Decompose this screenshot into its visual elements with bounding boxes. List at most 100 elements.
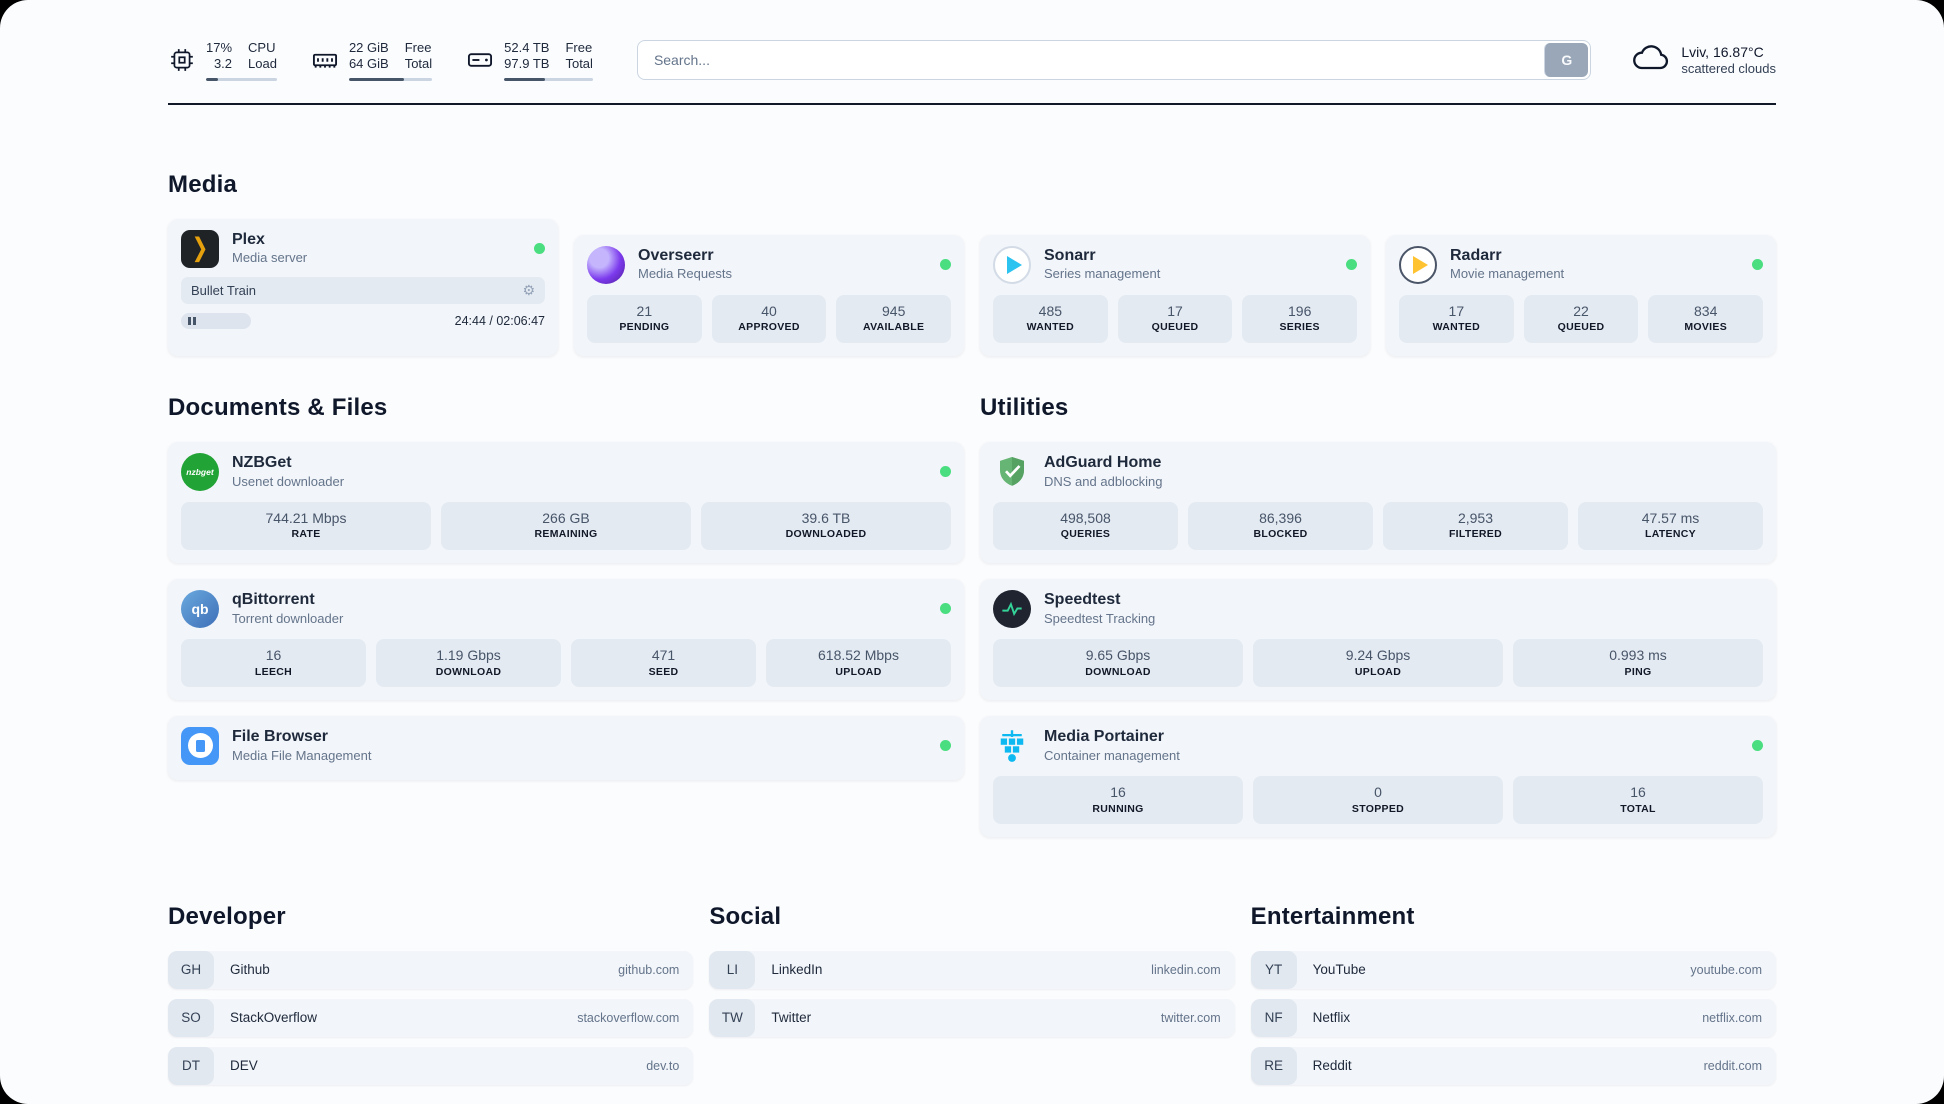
bookmark-abbr: LI (709, 950, 756, 989)
player-controls: 24:44 / 02:06:47 (181, 312, 545, 330)
bookmark-dev[interactable]: DT DEV dev.to (168, 1046, 694, 1085)
status-dot (1752, 259, 1763, 270)
bookmark-name: Reddit (1312, 1058, 1352, 1074)
service-name: Media Portainer (1044, 727, 1165, 745)
stat-approved: 40 APPROVED (711, 294, 827, 343)
disk-widget: 52.4 TB 97.9 TB Free Total (466, 40, 593, 81)
disk-labels: Free Total (565, 40, 593, 72)
service-description: DNS and adblocking (1044, 473, 1163, 489)
bookmark-group-entertainment: Entertainment YT YouTube youtube.com NF … (1250, 903, 1776, 1095)
service-card-filebrowser[interactable]: File Browser Media File Management (168, 715, 964, 780)
service-card-qbittorrent[interactable]: qb qBittorrent Torrent downloader 16 LEEC… (168, 578, 964, 700)
resource-widgets: 17% 3.2 CPU Load (168, 40, 593, 81)
bookmark-reddit[interactable]: RE Reddit reddit.com (1250, 1046, 1776, 1085)
status-dot (940, 603, 951, 615)
search-input[interactable] (637, 41, 1543, 80)
stat-total: 16 TOTAL (1513, 775, 1763, 824)
stat-queued: 22 QUEUED (1523, 294, 1639, 343)
bookmark-twitter[interactable]: TW Twitter twitter.com (709, 998, 1235, 1037)
bookmark-name: Netflix (1312, 1010, 1351, 1026)
bookmark-name: YouTube (1312, 962, 1366, 978)
service-name: AdGuard Home (1044, 453, 1162, 471)
service-description: Media File Management (232, 747, 372, 763)
stat-downloaded: 39.6 TB DOWNLOADED (701, 501, 951, 550)
service-name: Overseerr (638, 246, 714, 264)
stat-running: 16 RUNNING (993, 775, 1243, 824)
service-description: Speedtest Tracking (1044, 610, 1156, 626)
stat-pending: 21 PENDING (587, 294, 702, 343)
service-description: Torrent downloader (232, 610, 344, 626)
bookmark-youtube[interactable]: YT YouTube youtube.com (1250, 950, 1776, 989)
service-card-radarr[interactable]: Radarr Movie management 17 WANTED 22 QUEUE… (1386, 234, 1776, 356)
section-title-media: Media (168, 170, 238, 198)
stat-seed: 471 SEED (571, 638, 756, 687)
service-card-speedtest[interactable]: Speedtest Speedtest Tracking 9.65 Gbps DO… (980, 578, 1776, 700)
bookmark-domain: reddit.com (1703, 1058, 1762, 1073)
memory-icon (311, 46, 339, 74)
bookmark-linkedin[interactable]: LI LinkedIn linkedin.com (709, 950, 1235, 989)
disk-usage-bar (504, 77, 593, 81)
portainer-icon (993, 727, 1031, 765)
section-title-developer: Developer (168, 902, 286, 930)
memory-usage-bar (348, 77, 433, 81)
bookmark-domain: dev.to (646, 1058, 680, 1073)
search-bar: G (636, 40, 1592, 81)
memory-values: 22 GiB 64 GiB (348, 40, 389, 72)
service-description: Media server (232, 250, 308, 266)
plex-icon: ❯ (181, 229, 219, 268)
memory-widget: 22 GiB 64 GiB Free Total (311, 40, 433, 81)
filebrowser-icon (181, 726, 219, 765)
service-card-portainer[interactable]: Media Portainer Container management 16 R… (980, 715, 1776, 837)
stat-download: 1.19 Gbps DOWNLOAD (376, 638, 561, 687)
gear-icon[interactable]: ⚙ (522, 281, 535, 298)
now-playing-title: Bullet Train (191, 282, 257, 298)
bookmark-name: Twitter (771, 1010, 812, 1026)
radarr-icon (1399, 245, 1437, 284)
bookmark-abbr: GH (168, 950, 214, 989)
pause-button[interactable] (181, 312, 251, 330)
bookmark-github[interactable]: GH Github github.com (168, 950, 694, 989)
bookmark-domain: linkedin.com (1151, 962, 1221, 977)
adguard-icon (993, 453, 1031, 491)
weather-widget: Lviv, 16.87°C scattered clouds (1631, 43, 1776, 78)
service-card-overseerr[interactable]: Overseerr Media Requests 21 PENDING 40 APP… (574, 234, 964, 356)
bookmark-abbr: TW (709, 998, 756, 1037)
bookmark-netflix[interactable]: NF Netflix netflix.com (1250, 998, 1776, 1037)
stat-upload: 618.52 Mbps UPLOAD (766, 638, 951, 687)
service-name: Radarr (1450, 246, 1502, 264)
stat-blocked: 86,396 BLOCKED (1188, 501, 1373, 550)
service-card-plex[interactable]: ❯ Plex Media server Bullet Train ⚙ 24:44 (168, 218, 558, 356)
status-dot (940, 259, 951, 270)
stat-queries: 498,508 QUERIES (993, 501, 1178, 550)
service-name: Plex (232, 230, 265, 248)
section-utilities: Utilities AdGuard Home DNS and adblockin… (980, 394, 1776, 837)
cpu-widget: 17% 3.2 CPU Load (168, 40, 277, 81)
service-card-adguard[interactable]: AdGuard Home DNS and adblocking 498,508 Q… (980, 441, 1776, 563)
stat-wanted: 485 WANTED (993, 294, 1108, 343)
search-provider-button[interactable]: G (1544, 43, 1589, 78)
service-card-nzbget[interactable]: nzbget NZBGet Usenet downloader 744.21 M… (168, 441, 964, 563)
pause-icon (188, 312, 198, 330)
service-description: Media Requests (638, 266, 732, 282)
stat-stopped: 0 STOPPED (1253, 775, 1503, 824)
stat-remaining: 266 GB REMAINING (441, 501, 691, 550)
bookmark-domain: twitter.com (1160, 1010, 1221, 1025)
stat-wanted: 17 WANTED (1399, 294, 1514, 343)
bookmark-stackoverflow[interactable]: SO StackOverflow stackoverflow.com (168, 998, 694, 1037)
service-description: Usenet downloader (232, 473, 345, 489)
header-divider (168, 102, 1776, 105)
stat-series: 196 SERIES (1242, 294, 1358, 343)
status-dot (940, 466, 951, 478)
service-card-sonarr[interactable]: Sonarr Series management 485 WANTED 17 QUE… (980, 234, 1370, 356)
service-description: Movie management (1450, 266, 1565, 282)
service-name: File Browser (232, 727, 329, 745)
bookmark-domain: netflix.com (1702, 1010, 1762, 1025)
weather-location: Lviv, 16.87°C (1681, 43, 1764, 60)
service-description: Series management (1044, 266, 1161, 282)
bookmark-name: StackOverflow (230, 1010, 318, 1026)
disk-icon (466, 46, 494, 74)
cpu-values: 17% 3.2 (206, 40, 233, 72)
nzbget-icon: nzbget (181, 452, 219, 491)
bookmark-domain: github.com (618, 962, 680, 977)
